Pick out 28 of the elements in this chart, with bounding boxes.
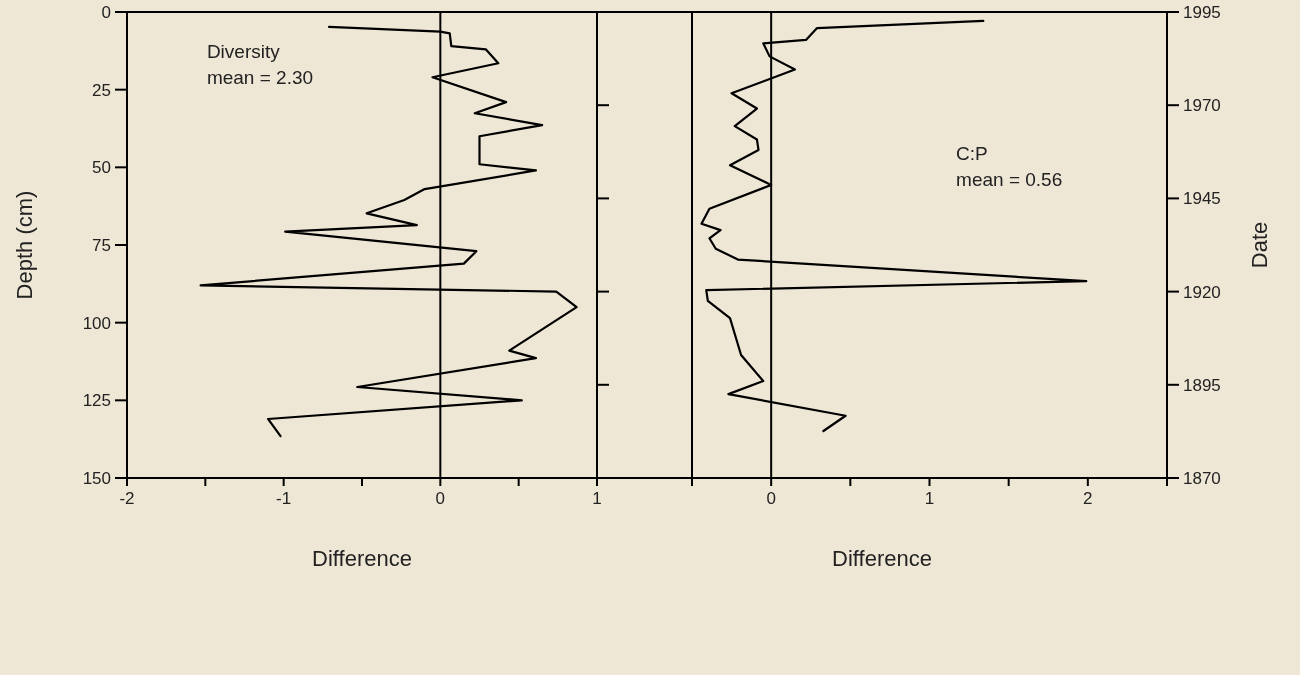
- y-tick-label: 0: [101, 2, 111, 22]
- x-tick-label: 0: [766, 489, 776, 508]
- y2-tick-label: 1995: [1183, 2, 1221, 22]
- y-tick-label: 100: [82, 313, 111, 333]
- y2-axis-title: Date: [1247, 221, 1272, 269]
- x-tick-label: 1: [924, 489, 935, 508]
- y-tick-label: 125: [82, 391, 111, 411]
- y2-tick-label: 1970: [1183, 96, 1221, 116]
- y2-tick-label: 1870: [1183, 468, 1221, 488]
- y-tick-label: 75: [92, 235, 111, 255]
- x-tick-label: 2: [1083, 489, 1093, 508]
- y-tick-label: 50: [92, 158, 111, 178]
- x-tick-label: 1: [592, 489, 602, 508]
- x-tick-label: -1: [276, 489, 292, 508]
- y-tick-label: 25: [92, 80, 111, 100]
- y2-tick-label: 1895: [1183, 375, 1221, 395]
- x-tick-label: -2: [119, 489, 135, 508]
- annotation: mean = 2.30: [206, 66, 314, 88]
- x-tick-label: 0: [435, 489, 446, 508]
- x-axis-title: Difference: [832, 546, 932, 571]
- y2-tick-label: 1945: [1183, 189, 1221, 209]
- x-axis-title: Difference: [312, 546, 412, 571]
- annotation: C:P: [956, 143, 988, 165]
- annotation: Diversity: [206, 40, 281, 62]
- y-axis-title: Depth (cm): [12, 190, 37, 300]
- y-tick-label: 150: [82, 468, 111, 488]
- annotation: mean = 0.56: [956, 169, 1063, 191]
- y2-tick-label: 1920: [1183, 282, 1221, 302]
